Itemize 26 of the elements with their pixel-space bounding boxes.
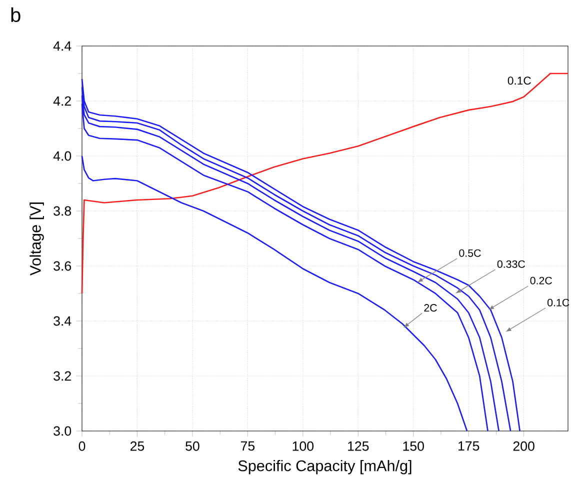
x-tick-label: 50 bbox=[186, 441, 200, 451]
x-tick-label: 150 bbox=[403, 441, 424, 451]
x-tick-label: 100 bbox=[292, 441, 314, 451]
y-tick-label: 3.0 bbox=[54, 426, 72, 436]
y-tick-label: 3.4 bbox=[54, 316, 72, 326]
x-tick-label: 175 bbox=[458, 441, 480, 451]
annotation: 0.2C bbox=[530, 276, 552, 284]
chart-title: b bbox=[11, 7, 20, 22]
x-tick-label: 125 bbox=[348, 441, 369, 451]
y-tick-label: 4.0 bbox=[53, 151, 72, 161]
y-tick-label: 4.4 bbox=[53, 41, 72, 51]
y-tick-label: 3.8 bbox=[54, 206, 72, 216]
x-axis-title: Specific Capacity [mAh/g] bbox=[238, 460, 412, 474]
annotation: 0.5C bbox=[459, 249, 481, 257]
x-tick-label: 25 bbox=[130, 441, 144, 451]
annotation: 2C bbox=[424, 304, 437, 312]
annotation: 0.1C bbox=[548, 298, 570, 306]
y-tick-label: 3.2 bbox=[54, 371, 71, 381]
x-tick-label: 0 bbox=[78, 441, 86, 451]
x-tick-label: 75 bbox=[240, 441, 255, 451]
annotation: 0.33C bbox=[497, 260, 525, 268]
y-tick-label: 3.6 bbox=[54, 261, 72, 271]
y-axis-title: Voltage [V] bbox=[30, 202, 44, 276]
y-tick-label: 4.2 bbox=[53, 96, 71, 106]
annotation: 0.1C bbox=[508, 76, 531, 85]
x-tick-label: 200 bbox=[513, 441, 534, 451]
